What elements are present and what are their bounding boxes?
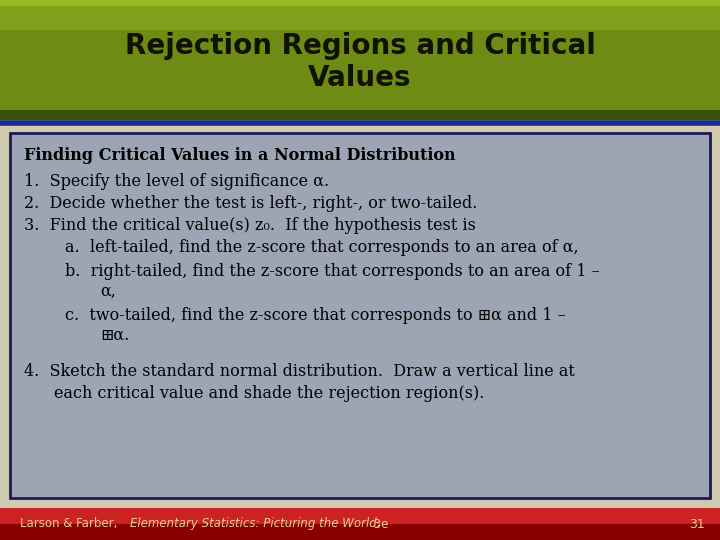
Text: α,: α, [100,283,116,300]
Text: 3e: 3e [370,517,388,530]
Text: each critical value and shade the rejection region(s).: each critical value and shade the reject… [54,385,485,402]
Bar [10,133,710,498]
Bar [0,0,720,6]
Text: 2.  Decide whether the test is left-, right-, or two-tailed.: 2. Decide whether the test is left-, rig… [24,195,477,212]
Bar [0,110,720,120]
Bar [0,0,720,120]
Text: 1.  Specify the level of significance α.: 1. Specify the level of significance α. [24,173,329,190]
Bar [0,524,720,540]
Text: 31: 31 [689,517,705,530]
Text: b.  right-tailed, find the z-score that corresponds to an area of 1 –: b. right-tailed, find the z-score that c… [65,263,600,280]
Text: ⊞α.: ⊞α. [100,327,130,344]
Text: Finding Critical Values in a Normal Distribution: Finding Critical Values in a Normal Dist… [24,147,456,164]
Bar [0,6,720,30]
Text: Rejection Regions and Critical: Rejection Regions and Critical [125,32,595,60]
Text: Elementary Statistics: Picturing the World,: Elementary Statistics: Picturing the Wor… [130,517,380,530]
Text: Values: Values [308,64,412,92]
Text: Larson & Farber,: Larson & Farber, [20,517,121,530]
Text: c.  two-tailed, find the z-score that corresponds to ⊞α and 1 –: c. two-tailed, find the z-score that cor… [65,307,566,324]
Text: 3.  Find the critical value(s) z₀.  If the hypothesis test is: 3. Find the critical value(s) z₀. If the… [24,217,476,234]
Bar [0,508,720,540]
Text: a.  left-tailed, find the z-score that corresponds to an area of α,: a. left-tailed, find the z-score that co… [65,239,579,256]
Text: 4.  Sketch the standard normal distribution.  Draw a vertical line at: 4. Sketch the standard normal distributi… [24,363,575,380]
